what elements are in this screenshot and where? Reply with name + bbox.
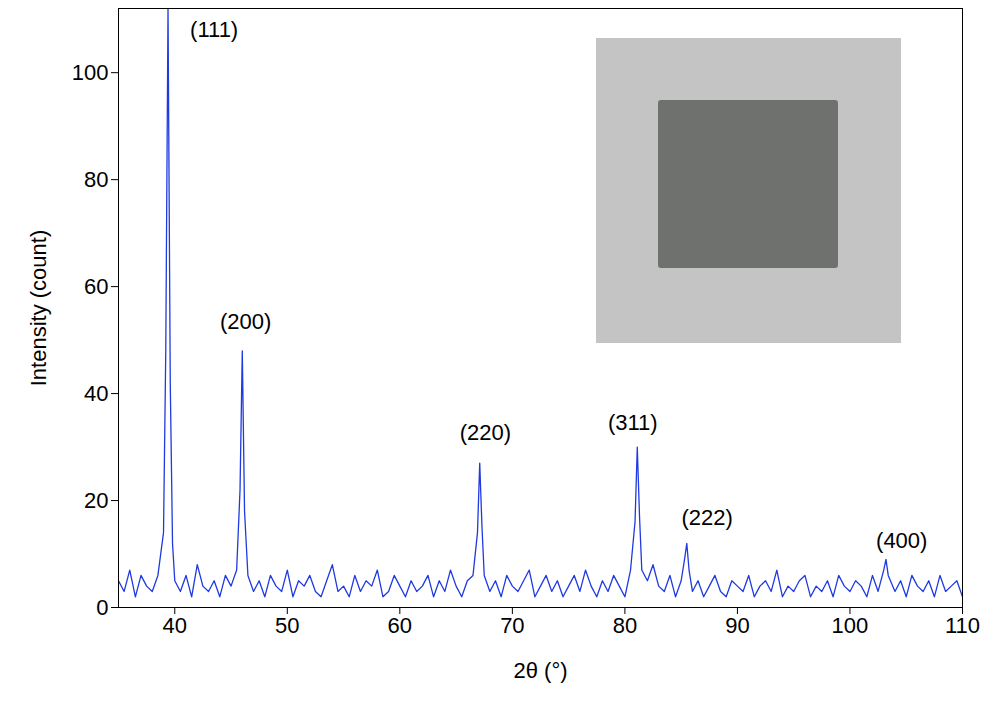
svg-text:40: 40 — [84, 381, 108, 406]
svg-text:60: 60 — [84, 274, 108, 299]
svg-text:(400): (400) — [876, 528, 927, 553]
svg-text:20: 20 — [84, 488, 108, 513]
svg-text:(200): (200) — [220, 309, 271, 334]
svg-text:100: 100 — [832, 613, 869, 638]
svg-text:100: 100 — [72, 60, 109, 85]
svg-text:70: 70 — [500, 613, 524, 638]
svg-text:2θ (°): 2θ (°) — [513, 658, 567, 683]
svg-text:Intensity (count): Intensity (count) — [26, 230, 51, 387]
svg-text:80: 80 — [613, 613, 637, 638]
svg-text:110: 110 — [945, 613, 980, 638]
svg-text:50: 50 — [275, 613, 299, 638]
svg-text:90: 90 — [725, 613, 749, 638]
svg-text:60: 60 — [388, 613, 412, 638]
svg-text:(222): (222) — [681, 505, 732, 530]
svg-text:80: 80 — [84, 167, 108, 192]
svg-text:(220): (220) — [460, 420, 511, 445]
svg-text:(111): (111) — [190, 17, 238, 42]
svg-text:0: 0 — [96, 595, 108, 620]
svg-text:(311): (311) — [608, 410, 658, 435]
svg-text:40: 40 — [163, 613, 187, 638]
